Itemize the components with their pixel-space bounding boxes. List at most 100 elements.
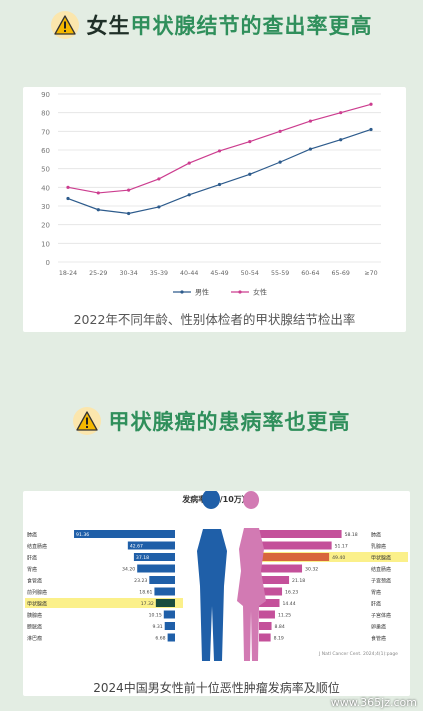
male-bar: [155, 599, 175, 607]
watermark: www.365jz.com: [330, 696, 417, 709]
female-value-label: 8.19: [274, 636, 284, 642]
female-bar: [259, 622, 272, 630]
male-bar: [127, 541, 175, 550]
heading-nodule: 女生 甲状腺结节的查出率更高: [0, 10, 423, 40]
data-point: [217, 182, 222, 187]
nodule-chart-card: 0 10 20 30 40 50 60 70 80 90 18-24 25-29 30-34 35-39 4…: [23, 87, 406, 332]
data-point: [157, 177, 161, 181]
female-bar: [259, 610, 275, 619]
x-tick-label: 45-49: [210, 270, 228, 277]
female-value-label: 14.44: [282, 601, 295, 607]
male-category-label: 胃癌: [27, 566, 37, 573]
data-point: [308, 119, 312, 123]
female-category-label: 乳腺癌: [371, 543, 386, 550]
heading-highlight: 甲状腺结节的查出率更高: [130, 14, 373, 38]
male-value-label: 23.23: [134, 578, 147, 584]
female-category-label: 肝癌: [371, 600, 381, 607]
female-bar: [259, 599, 280, 607]
x-tick-label: 60-64: [301, 270, 319, 277]
female-bar: [259, 530, 342, 538]
cancer-chart-card: 发病率（1/10万）肺癌91.3658.18肺癌结直肠癌42.6751.17乳腺…: [23, 491, 410, 696]
female-value-label: 49.40: [332, 555, 345, 561]
male-value-label: 6.68: [155, 636, 165, 642]
legend-label: 女性: [253, 288, 267, 297]
highlight-row: [253, 552, 408, 562]
x-tick-label: 25-29: [89, 270, 107, 277]
data-point: [187, 161, 191, 165]
male-category-label: 甲状腺癌: [27, 600, 47, 607]
highlight-row: [25, 598, 183, 608]
data-point: [217, 149, 222, 153]
legend-label: 男性: [195, 288, 209, 297]
male-category-label: 淋巴瘤: [27, 635, 42, 642]
data-point: [127, 188, 131, 192]
warning-icon: [50, 11, 79, 39]
male-value-label: 91.36: [76, 532, 89, 538]
male-category-label: 食管癌: [27, 577, 42, 584]
x-tick-label: 35-39: [150, 270, 168, 277]
female-bar: [259, 576, 290, 584]
male-category-label: 肺癌: [27, 531, 37, 538]
data-point: [278, 160, 282, 164]
body-silhouettes: [197, 491, 266, 661]
male-bar: [74, 530, 175, 538]
male-value-label: 42.67: [130, 544, 143, 550]
female-value-label: 58.18: [345, 532, 358, 538]
y-tick-label: 60: [41, 147, 50, 155]
male-value-label: 37.18: [136, 555, 149, 561]
nodule-line-chart: 0 10 20 30 40 50 60 70 80 90 18-24 25-29 30-34 35-39 4…: [41, 91, 381, 297]
y-tick-label: 30: [41, 203, 50, 211]
x-tick-label: ≥70: [364, 270, 377, 277]
male-value-label: 18.61: [139, 590, 152, 596]
male-bar: [154, 587, 175, 596]
female-value-label: 21.18: [292, 578, 305, 584]
female-category-label: 胃癌: [371, 589, 381, 596]
legend-marker: [238, 290, 242, 294]
y-tick-label: 80: [41, 110, 50, 118]
female-bar: [259, 541, 332, 550]
male-bar: [149, 576, 175, 584]
data-point: [248, 172, 252, 176]
data-point: [308, 147, 312, 151]
female-bar: [259, 553, 330, 561]
source-note: J Natl Cancer Cent. 2024;4(1):page: [319, 652, 398, 657]
female-category-label: 子宫体癌: [371, 612, 391, 619]
female-category-label: 子宫颈癌: [371, 577, 391, 584]
male-silhouette-icon: [197, 491, 227, 661]
data-point: [66, 185, 70, 189]
y-tick-label: 40: [41, 184, 50, 192]
y-tick-label: 10: [41, 240, 50, 248]
male-category-label: 结直肠癌: [27, 543, 47, 550]
male-category-label: 前列腺癌: [27, 589, 47, 596]
female-bar: [259, 633, 271, 642]
male-bar: [164, 622, 175, 630]
x-tick-label: 18-24: [59, 270, 77, 277]
data-point: [127, 211, 131, 216]
y-tick-label: 0: [46, 259, 50, 267]
y-tick-label: 70: [41, 128, 50, 136]
data-point: [278, 129, 282, 133]
y-tick-label: 20: [41, 222, 50, 230]
male-category-label: 肝癌: [27, 554, 37, 561]
male-bar: [137, 564, 175, 573]
y-tick-label: 50: [41, 166, 50, 174]
x-tick-label: 55-59: [271, 270, 289, 277]
male-value-label: 34.20: [122, 567, 135, 573]
data-point: [369, 127, 373, 132]
cancer-chart-caption: 2024中国男女性前十位恶性肿瘤发病率及顺位: [93, 681, 340, 695]
female-value-label: 11.25: [278, 613, 291, 619]
heading-prefix: 女生: [86, 14, 131, 38]
female-bar: [259, 587, 283, 596]
legend-marker: [180, 290, 184, 294]
x-tick-label: 50-54: [241, 270, 259, 277]
female-category-label: 肺癌: [371, 531, 381, 538]
x-tick-label: 30-34: [119, 270, 137, 277]
heading-cancer: 甲状腺癌的患病率也更高: [0, 404, 423, 438]
y-tick-label: 90: [41, 91, 50, 99]
series-line-0: [67, 128, 372, 215]
data-point: [96, 191, 100, 195]
female-bar: [259, 564, 303, 573]
male-bar: [133, 553, 175, 561]
female-category-label: 食管癌: [371, 635, 386, 642]
data-point: [96, 208, 100, 212]
